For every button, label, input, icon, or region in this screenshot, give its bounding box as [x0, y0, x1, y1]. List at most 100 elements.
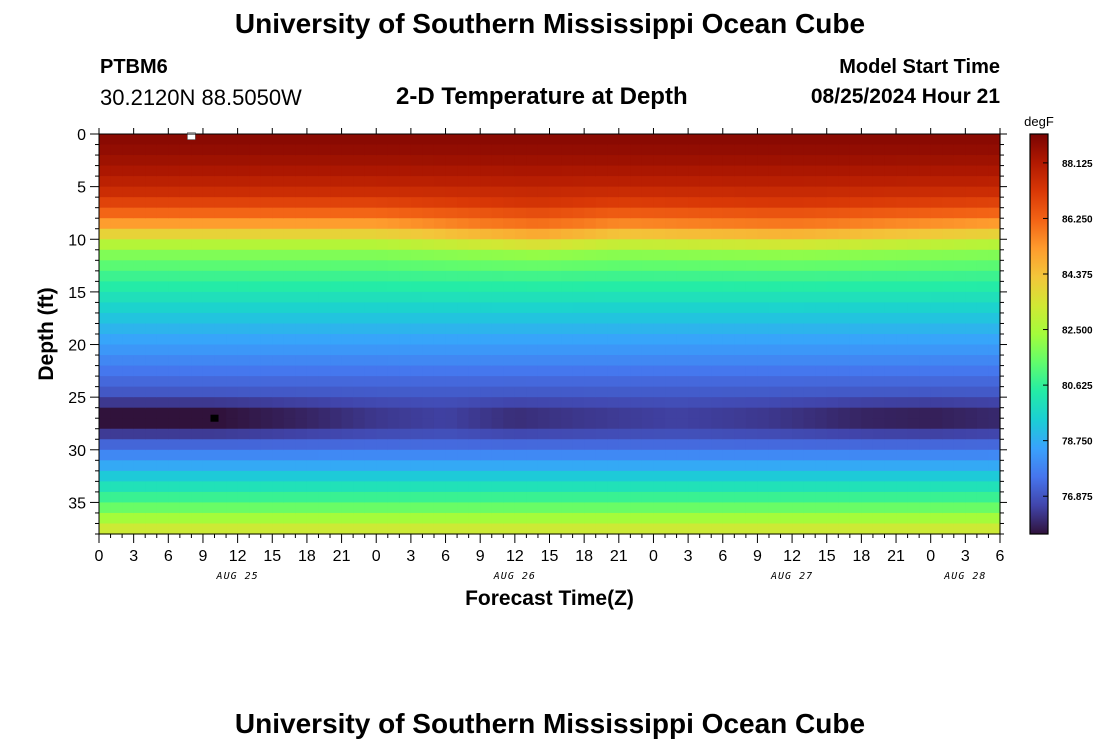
- heatmap-cell: [549, 186, 562, 198]
- heatmap-cell: [341, 397, 354, 409]
- heatmap-cell: [202, 344, 216, 356]
- heatmap-cell: [734, 334, 747, 346]
- heatmap-cell: [179, 207, 193, 219]
- heatmap-cell: [491, 365, 504, 377]
- heatmap-cell: [861, 291, 874, 304]
- heatmap-cell: [249, 439, 262, 451]
- heatmap-cell: [688, 155, 701, 167]
- heatmap-cell: [896, 228, 909, 240]
- heatmap-cell: [976, 365, 990, 377]
- heatmap-cell: [330, 239, 343, 251]
- heatmap-cell: [214, 134, 227, 146]
- heatmap-cell: [226, 365, 239, 377]
- heatmap-cell: [688, 481, 701, 493]
- heatmap-cell: [341, 176, 354, 188]
- heatmap-cell: [376, 470, 389, 482]
- heatmap-cell: [872, 165, 886, 177]
- heatmap-cell: [942, 134, 955, 146]
- heatmap-cell: [145, 249, 158, 261]
- heatmap-cell: [526, 260, 539, 272]
- heatmap-cell: [896, 134, 909, 146]
- heatmap-cell: [202, 449, 216, 461]
- heatmap-cell: [907, 302, 920, 314]
- heatmap-cell: [849, 134, 862, 146]
- x-tick-label: 18: [852, 548, 870, 565]
- heatmap-cell: [942, 239, 955, 251]
- heatmap-cell: [168, 344, 181, 356]
- heatmap-cell: [537, 281, 551, 293]
- heatmap-cell: [618, 186, 631, 198]
- heatmap-cell: [503, 302, 516, 314]
- heatmap-cell: [364, 376, 377, 388]
- heatmap-cell: [514, 386, 527, 398]
- heatmap-cell: [930, 312, 943, 325]
- heatmap-cell: [572, 386, 585, 398]
- heatmap-cell: [306, 134, 320, 146]
- heatmap-cell: [907, 470, 920, 482]
- heatmap-cell: [965, 449, 978, 461]
- heatmap-cell: [618, 218, 631, 230]
- heatmap-cell: [191, 386, 204, 398]
- heatmap-cell: [491, 239, 504, 251]
- heatmap-cell: [272, 176, 285, 188]
- heatmap-cell: [376, 397, 389, 409]
- heatmap-cell: [884, 460, 897, 472]
- y-tick-label: 30: [68, 443, 86, 460]
- heatmap-cell: [861, 197, 874, 209]
- heatmap-cell: [907, 249, 920, 261]
- heatmap-cell: [503, 312, 516, 325]
- heatmap-cell: [168, 407, 181, 419]
- heatmap-cell: [272, 302, 285, 314]
- heatmap-cell: [907, 155, 920, 167]
- heatmap-cell: [133, 481, 146, 493]
- heatmap-cell: [445, 260, 458, 272]
- heatmap-cell: [410, 502, 424, 514]
- heatmap-cell: [607, 491, 620, 504]
- heatmap-cell: [688, 144, 701, 156]
- heatmap-cell: [514, 470, 527, 482]
- heatmap-cell: [99, 197, 112, 209]
- heatmap-cell: [792, 407, 805, 419]
- heatmap-cell: [641, 260, 655, 272]
- heatmap-cell: [965, 334, 978, 346]
- heatmap-cell: [514, 481, 527, 493]
- heatmap-cell: [872, 407, 886, 419]
- heatmap-cell: [491, 228, 504, 240]
- heatmap-cell: [179, 144, 193, 156]
- heatmap-cell: [237, 155, 250, 167]
- heatmap-cell: [849, 407, 862, 419]
- heatmap-cell: [965, 523, 978, 535]
- heatmap-cell: [676, 134, 689, 146]
- heatmap-cell: [907, 397, 920, 409]
- heatmap-cell: [145, 260, 158, 272]
- heatmap-cell: [364, 165, 377, 177]
- heatmap-cell: [237, 502, 250, 514]
- heatmap-cell: [399, 418, 412, 430]
- heatmap-cell: [422, 323, 435, 335]
- heatmap-cell: [283, 365, 296, 377]
- heatmap-cell: [179, 397, 193, 409]
- heatmap-cell: [376, 428, 389, 440]
- heatmap-cell: [919, 428, 932, 440]
- heatmap-cell: [815, 144, 828, 156]
- heatmap-cell: [988, 144, 1001, 156]
- heatmap-cell: [699, 291, 712, 304]
- heatmap-cell: [965, 376, 978, 388]
- heatmap-cell: [768, 386, 782, 398]
- heatmap-cell: [722, 176, 735, 188]
- heatmap-cell: [849, 281, 862, 293]
- heatmap-cell: [722, 502, 735, 514]
- y-tick-label: 0: [77, 127, 86, 144]
- heatmap-cell: [179, 355, 193, 367]
- heatmap-cell: [122, 344, 135, 356]
- heatmap-cell: [133, 470, 146, 482]
- heatmap-cell: [849, 502, 862, 514]
- heatmap-cell: [665, 260, 678, 272]
- heatmap-cell: [768, 302, 782, 314]
- heatmap-cell: [572, 481, 585, 493]
- heatmap-cell: [387, 460, 400, 472]
- heatmap-cell: [306, 397, 320, 409]
- heatmap-cell: [965, 323, 978, 335]
- heatmap-cell: [792, 155, 805, 167]
- heatmap-cell: [641, 218, 655, 230]
